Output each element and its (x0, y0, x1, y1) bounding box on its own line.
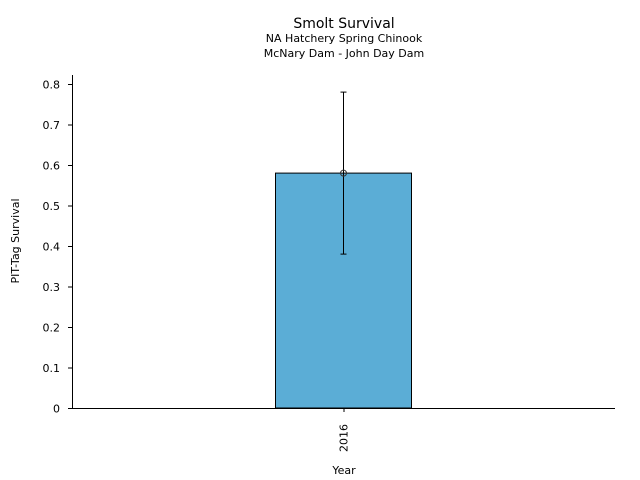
chart-title: Smolt Survival (293, 16, 394, 32)
y-tick-label: 0.3 (43, 281, 61, 294)
chart-subtitle-1: NA Hatchery Spring Chinook (266, 32, 423, 45)
y-tick-label: 0.6 (43, 160, 61, 173)
y-tick-label: 0.1 (43, 362, 61, 375)
chart-subtitle-2: McNary Dam - John Day Dam (264, 47, 424, 60)
y-tick-label: 0.2 (43, 322, 61, 335)
x-axis-label: Year (331, 464, 356, 477)
y-axis-label: PIT-Tag Survival (9, 198, 22, 283)
y-tick-label: 0.8 (43, 79, 61, 92)
y-tick-label: 0 (53, 403, 60, 416)
x-tick-label: 2016 (338, 424, 351, 452)
y-tick-label: 0.7 (43, 119, 61, 132)
y-tick-label: 0.4 (43, 241, 61, 254)
y-tick-label: 0.5 (43, 200, 61, 213)
point-marker (340, 169, 347, 177)
